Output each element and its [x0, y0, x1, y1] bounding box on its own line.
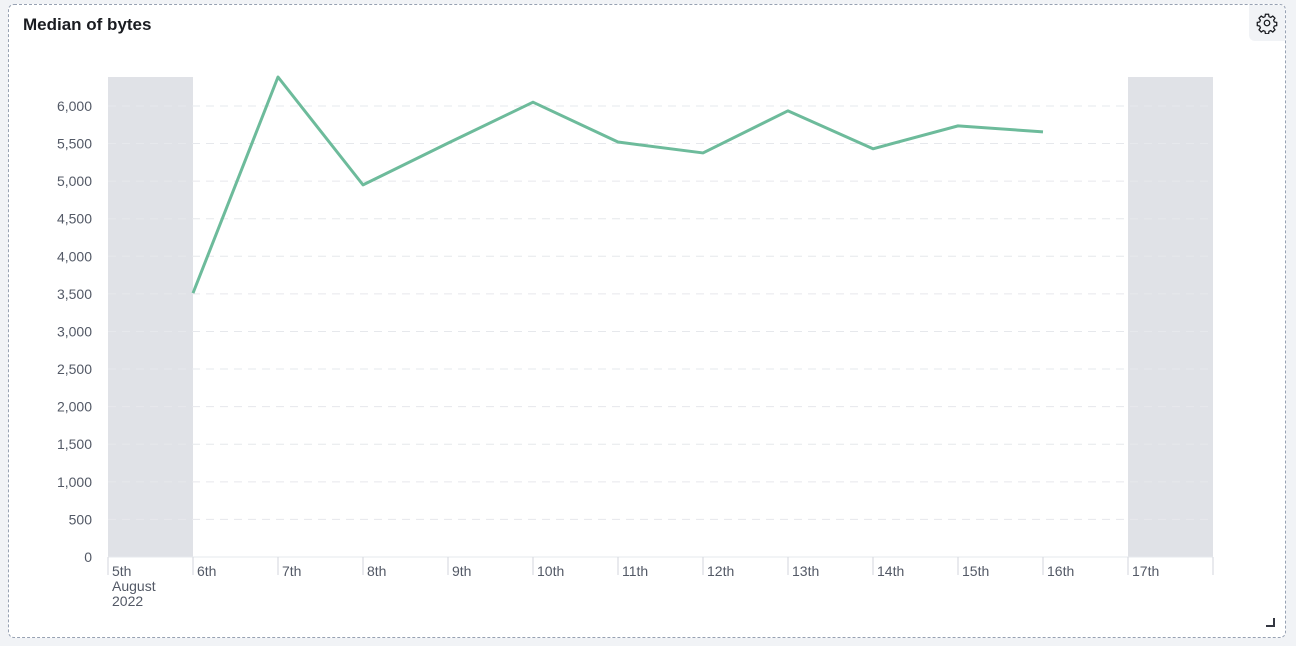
y-tick-label: 6,000: [57, 98, 92, 114]
out-of-range-shade: [108, 77, 193, 557]
y-tick-label: 1,500: [57, 436, 92, 452]
x-tick-label: 16th: [1047, 563, 1074, 579]
y-tick-label: 2,000: [57, 399, 92, 415]
y-tick-label: 2,500: [57, 361, 92, 377]
y-tick-label: 500: [69, 511, 93, 527]
x-tick-label: 5th: [112, 563, 131, 579]
y-tick-label: 0: [84, 549, 92, 565]
y-tick-label: 5,000: [57, 173, 92, 189]
y-tick-label: 4,500: [57, 211, 92, 227]
y-tick-label: 5,500: [57, 136, 92, 152]
x-axis-sublabel: August: [112, 578, 156, 594]
out-of-range-shade: [1128, 77, 1213, 557]
gear-icon: [1256, 13, 1278, 34]
chart-panel: Median of bytes: [8, 4, 1286, 638]
x-tick-label: 13th: [792, 563, 819, 579]
x-tick-label: 7th: [282, 563, 301, 579]
panel-settings-button[interactable]: [1249, 5, 1285, 41]
x-tick-label: 14th: [877, 563, 904, 579]
x-tick-label: 8th: [367, 563, 386, 579]
y-tick-label: 1,000: [57, 474, 92, 490]
x-tick-label: 11th: [622, 563, 648, 579]
x-tick-label: 10th: [537, 563, 564, 579]
panel-title: Median of bytes: [23, 15, 152, 34]
x-tick-label: 15th: [962, 563, 989, 579]
y-tick-label: 3,500: [57, 286, 92, 302]
y-tick-label: 3,000: [57, 323, 92, 339]
x-tick-label: 12th: [707, 563, 734, 579]
x-tick-label: 17th: [1132, 563, 1159, 579]
x-axis-sublabel: 2022: [112, 593, 143, 609]
resize-handle-icon[interactable]: [1266, 618, 1275, 627]
x-tick-label: 9th: [452, 563, 471, 579]
x-tick-label: 6th: [197, 563, 216, 579]
y-tick-label: 4,000: [57, 248, 92, 264]
series-line: [191, 75, 1044, 294]
